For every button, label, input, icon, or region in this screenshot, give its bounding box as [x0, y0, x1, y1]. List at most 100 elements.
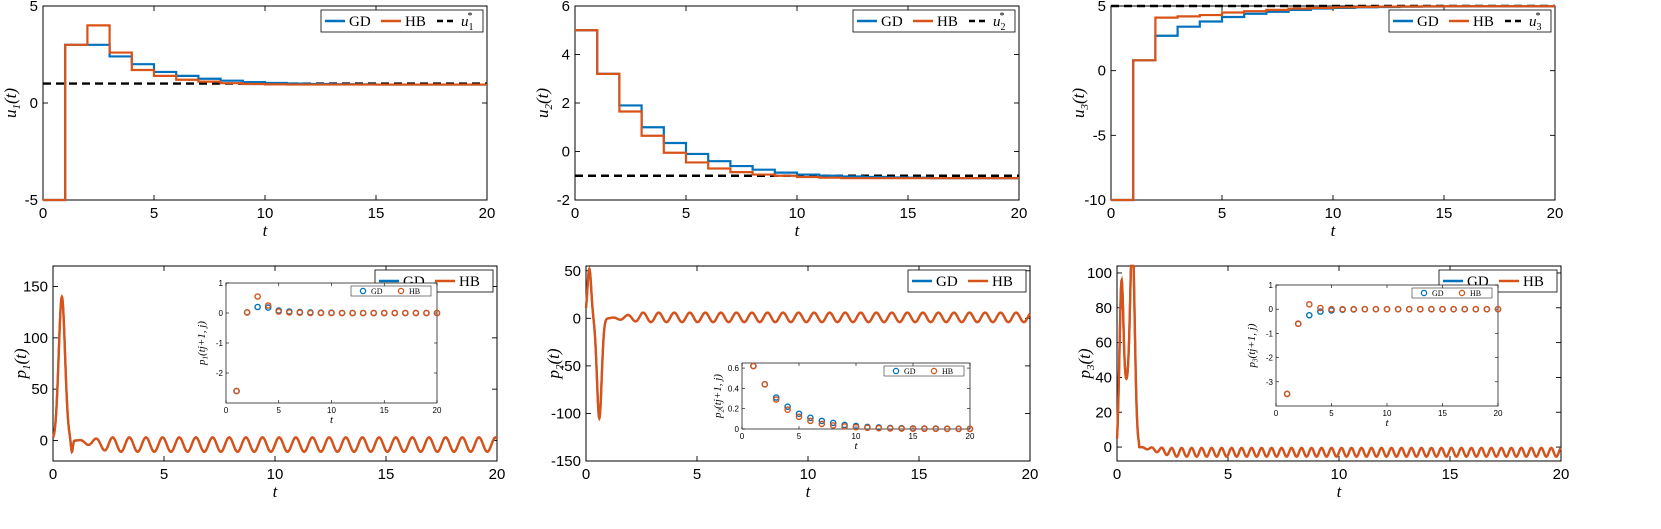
p3-inset-ytick-label: -2	[1266, 354, 1274, 363]
p1-ytick-label: 50	[31, 381, 48, 398]
p2-xtick-label: 15	[911, 466, 928, 483]
p3-inset-point-hb	[1494, 305, 1502, 313]
p2-inset-legend-box	[883, 365, 965, 377]
p1-inset-point-hb	[423, 309, 430, 317]
p2-xtick-label: 20	[1022, 466, 1039, 483]
p1-inset-xtick-label: 15	[380, 406, 389, 415]
p3-inset-point-hb	[1439, 305, 1446, 313]
p2-inset-point-hb	[784, 406, 791, 414]
p2-inset-ytick-label: 0.6	[728, 364, 740, 373]
u3-xtick-label: 10	[1325, 205, 1342, 222]
p2-inset-point-gd	[784, 403, 791, 410]
p2-series-hb	[584, 266, 1031, 422]
p3-inset-point-hb	[1283, 390, 1291, 398]
p3-inset-ylabel: p3(tj+1, j)	[1246, 323, 1260, 368]
p2-inset-legend-label-hb: HB	[942, 367, 953, 376]
u2-legend-label-ref: u2*	[993, 11, 1006, 33]
p1-xtick-label: 5	[160, 466, 168, 483]
p3-inset-point-gd	[1317, 308, 1324, 315]
p1-inset-ytick-label: 1	[219, 279, 224, 288]
p1-inset-xtick-label: 0	[224, 406, 229, 415]
p1-ytick-label: 0	[40, 432, 48, 449]
p1-legend-label-hb: HB	[459, 274, 480, 290]
p2-inset-legend-marker-hb	[930, 367, 938, 375]
u1-series-hb	[43, 24, 487, 202]
p1-xlabel: t	[273, 482, 279, 501]
p1-inset-point-hb	[264, 302, 272, 309]
p1-inset-point-hb	[307, 309, 314, 317]
p2-ytick-label: -100	[551, 405, 581, 422]
u2-series-hb	[575, 29, 1019, 180]
u2-ytick-label: -2	[557, 192, 570, 209]
p3-ylabel: p3(t)	[1075, 348, 1097, 379]
p1-inset-point-hb	[254, 293, 261, 300]
u2-xtick-label: 20	[1011, 205, 1028, 222]
p3-inset-ytick-label: 0	[1269, 305, 1274, 314]
p1-inset-point-hb	[402, 309, 409, 317]
p3-inset-legend-marker-hb	[1458, 289, 1466, 297]
u1-xlabel: t	[263, 221, 269, 240]
u2-xtick-label: 0	[571, 205, 579, 222]
p3-xlabel: t	[1337, 482, 1343, 501]
p2-ytick-label: 0	[573, 310, 581, 327]
p3-xtick-label: 5	[1224, 466, 1232, 483]
p1-inset-ylabel: p1(tj+1, j)	[196, 321, 210, 366]
p1-inset-legend-label-gd: GD	[371, 287, 383, 296]
p1-ytick-label: 150	[23, 279, 48, 296]
u1-ylabel: u1(t)	[1, 88, 23, 118]
p1-ylabel: p1(t)	[11, 348, 33, 379]
u1-xtick-label: 20	[479, 205, 496, 222]
p1-inset: 0 5 10 15 20 -2 -1 0 1 t p1(tj+1, j) GD HB	[196, 279, 442, 426]
p1-xtick-label: 10	[267, 466, 284, 483]
p3-inset-point-hb	[1461, 305, 1468, 313]
p1-inset-point-hb	[370, 309, 378, 317]
p3-inset-point-hb	[1428, 305, 1435, 313]
p3-inset-point-hb	[1294, 320, 1302, 328]
u2-ytick-label: 0	[562, 144, 570, 161]
p2-xlabel: t	[806, 482, 812, 501]
p2-inset-point-gd	[795, 410, 803, 418]
p2-inset-point-hb	[921, 425, 928, 433]
u3-xtick-label: 5	[1218, 205, 1226, 222]
p3-inset-legend-label-gd: GD	[1432, 289, 1444, 298]
p3-legend-label-hb: HB	[1523, 274, 1544, 290]
p2-inset-point-hb	[807, 417, 814, 425]
p1-inset-point-hb	[338, 309, 346, 317]
p3-inset-legend-label-hb: HB	[1470, 289, 1481, 298]
u1-xtick-label: 0	[39, 205, 47, 222]
p1-inset-legend-box	[350, 285, 432, 297]
p1-series-hb	[51, 294, 498, 455]
p2-xtick-label: 5	[693, 466, 701, 483]
u3-plot-area	[1110, 5, 1556, 201]
p2-inset-point-hb	[864, 424, 871, 432]
p1-inset-legend-marker-hb	[397, 287, 405, 295]
u1-legend-label-ref: u1*	[461, 11, 474, 33]
p3-inset: 0 5 10 15 20 -3 -2 -1 0 1 t p3(tj+1, j) GD HB	[1246, 281, 1503, 429]
p1-inset-plot-area	[225, 282, 438, 404]
p1-inset-ytick-label: 0	[219, 309, 224, 318]
p2-xtick-label: 10	[800, 466, 817, 483]
u1-plot-area	[42, 5, 488, 201]
p3-inset-point-hb	[1405, 305, 1413, 313]
p2-inset-point-hb	[772, 396, 780, 403]
p3-inset-ytick-label: -1	[1266, 329, 1274, 338]
u1-xtick-label: 10	[257, 205, 274, 222]
p1-inset-point-hb	[296, 309, 304, 317]
p2-legend-label-gd: GD	[936, 274, 958, 290]
p1-xtick-label: 0	[49, 466, 57, 483]
u2-legend-label-gd: GD	[881, 14, 903, 30]
p2-inset-xtick-label: 20	[966, 432, 975, 441]
p3-inset-point-hb	[1350, 305, 1357, 313]
u3-xtick-label: 0	[1107, 205, 1115, 222]
u3-series-hb	[1111, 5, 1555, 202]
p1-inset-xlabel: t	[330, 414, 334, 426]
p2-inset-point-gd	[818, 417, 826, 425]
p2-inset-xtick-label: 15	[909, 432, 918, 441]
p3-inset-point-hb	[1450, 305, 1457, 313]
u2-xlabel: t	[795, 221, 801, 240]
p2-inset-ylabel: p2(tj+1, j)	[712, 374, 726, 419]
p3-inset-xtick-label: 20	[1494, 409, 1503, 418]
p3-inset-point-hb	[1372, 305, 1380, 313]
